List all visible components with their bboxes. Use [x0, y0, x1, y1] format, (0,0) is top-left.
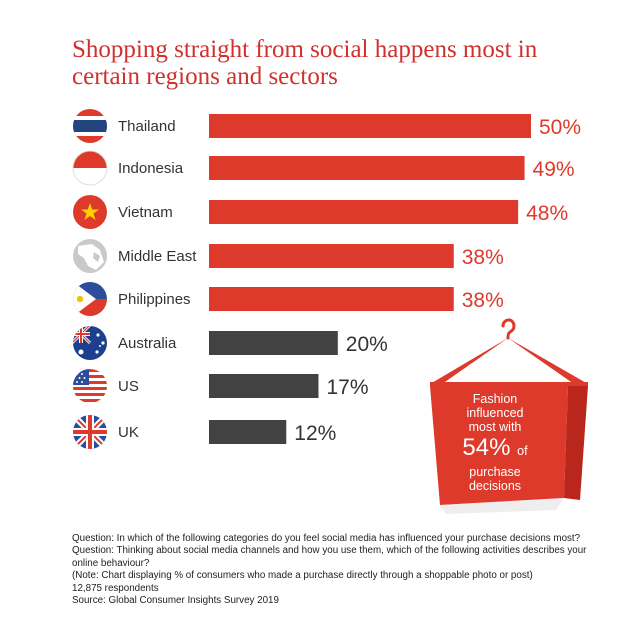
callout-percentage: 54% of — [462, 434, 528, 461]
category-label: Thailand — [118, 118, 176, 135]
value-label: 20% — [346, 333, 388, 356]
bar — [209, 287, 454, 311]
vietnam-flag-icon — [73, 195, 107, 229]
callout-line-1: Fashion — [472, 392, 518, 406]
footnote-question: Question: In which of the following cate… — [72, 533, 587, 569]
category-label: Middle East — [118, 248, 197, 265]
bar — [209, 156, 525, 180]
value-label: 38% — [462, 289, 504, 312]
category-label: Philippines — [118, 291, 191, 308]
thailand-flag-icon — [73, 109, 107, 143]
category-label: US — [118, 378, 139, 395]
uk-flag-icon — [73, 415, 107, 449]
fashion-callout: Fashion influenced most with 54% of purc… — [438, 392, 552, 493]
hanger-callout — [430, 318, 588, 514]
callout-line-5: purchase — [469, 465, 521, 479]
category-label: UK — [118, 424, 139, 441]
value-label: 50% — [539, 116, 581, 139]
bar — [209, 114, 531, 138]
bar — [209, 374, 319, 398]
footnote-note: (Note: Chart displaying % of consumers w… — [72, 570, 533, 582]
australia-flag-icon — [73, 326, 107, 360]
bar — [209, 420, 287, 444]
callout-line-2: influenced — [466, 406, 524, 420]
bar — [209, 200, 519, 224]
chart-title: Shopping straight from social happens mo… — [72, 36, 538, 90]
us-flag-icon — [73, 369, 107, 403]
value-label: 48% — [526, 202, 568, 225]
bar — [209, 331, 338, 355]
value-label: 17% — [326, 376, 368, 399]
category-label: Vietnam — [118, 204, 173, 221]
middle-east-map-icon — [73, 239, 107, 273]
value-label: 49% — [533, 158, 575, 181]
indonesia-flag-icon — [73, 151, 107, 185]
category-label: Indonesia — [118, 160, 184, 177]
callout-line-3: most with — [468, 420, 522, 434]
category-label: Australia — [118, 335, 177, 352]
footnote: Question: In which of the following cate… — [72, 533, 592, 607]
footnote-source: Source: Global Consumer Insights Survey … — [72, 595, 279, 607]
value-label: 38% — [462, 246, 504, 269]
callout-line-6: decisions — [468, 479, 522, 493]
philippines-flag-icon — [73, 282, 107, 316]
bar — [209, 244, 454, 268]
footnote-respondents: 12,875 respondents — [72, 582, 159, 594]
value-label: 12% — [294, 422, 336, 445]
